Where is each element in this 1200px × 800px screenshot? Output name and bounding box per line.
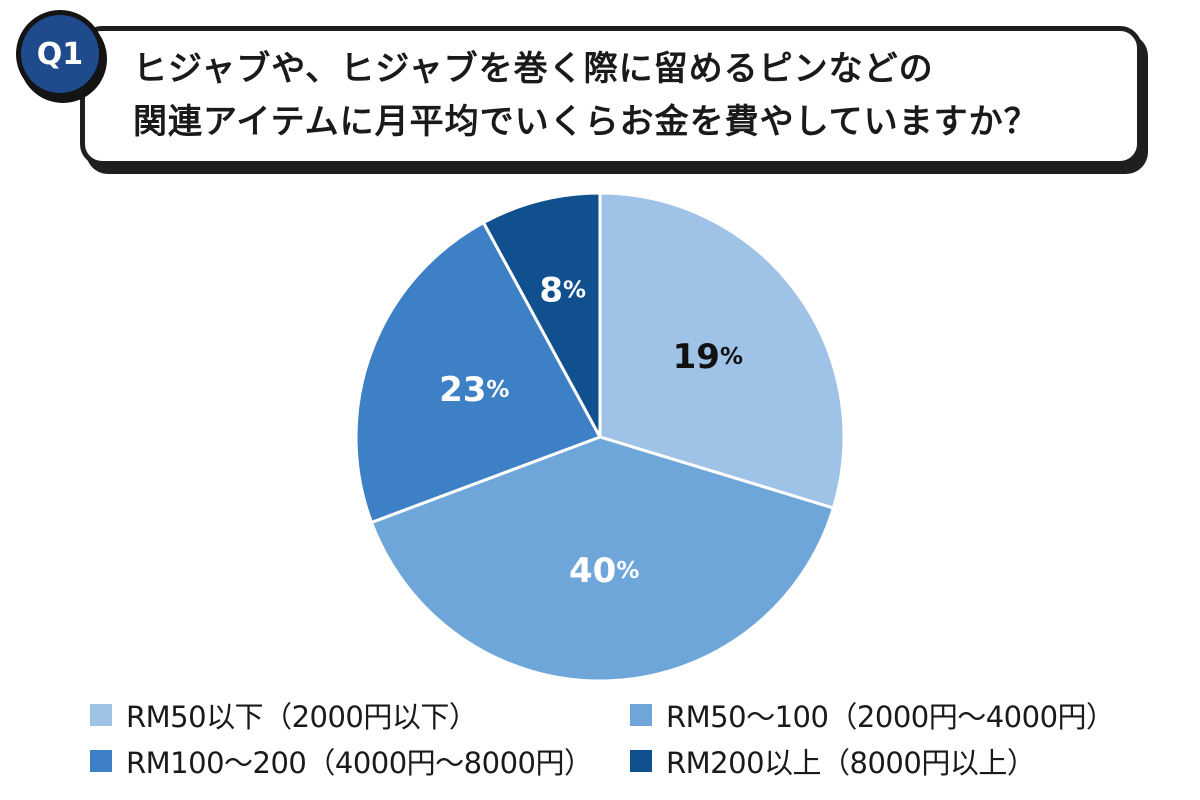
legend-swatch-1	[90, 704, 112, 726]
question-line-1: ヒジャブや、ヒジャブを巻く際に留めるピンなどの	[133, 49, 934, 89]
legend-label-3: RM100～200（4000円～8000円）	[126, 746, 593, 780]
legend-swatch-4	[630, 750, 652, 772]
question-title: ヒジャブや、ヒジャブを巻く際に留めるピンなどの 関連アイテムに月平均でいくらお金…	[133, 43, 1117, 149]
pie-slice-4	[482, 191, 602, 439]
legend-label-1: RM50以下（2000円以下）	[126, 700, 478, 734]
pie-label-2: 40%	[569, 551, 639, 591]
legend-label-4: RM200以上（8000円以上）	[666, 746, 1036, 780]
pie-slice-2	[369, 435, 835, 683]
question-line-2: 関連アイテムに月平均でいくらお金を費やしていますか？	[133, 102, 1039, 142]
legend-item-2: RM50～100（2000円～4000円）	[630, 694, 1115, 736]
pie-chart: 19% 40% 23% 8%	[354, 191, 846, 683]
pie-label-4: 8%	[539, 270, 586, 310]
legend-item-4: RM200以上（8000円以上）	[630, 740, 1036, 782]
question-box: ヒジャブや、ヒジャブを巻く際に留めるピンなどの 関連アイテムに月平均でいくらお金…	[80, 26, 1142, 166]
pie-label-3: 23%	[439, 370, 509, 410]
legend-label-2: RM50～100（2000円～4000円）	[666, 700, 1115, 734]
legend-swatch-2	[630, 704, 652, 726]
legend-swatch-3	[90, 750, 112, 772]
pie-label-1: 19%	[673, 337, 743, 377]
question-badge: Q1	[16, 10, 104, 98]
legend-item-3: RM100～200（4000円～8000円）	[90, 740, 593, 782]
legend-item-1: RM50以下（2000円以下）	[90, 694, 478, 736]
pie-slice-1	[598, 191, 846, 510]
pie-slice-3	[354, 221, 602, 524]
